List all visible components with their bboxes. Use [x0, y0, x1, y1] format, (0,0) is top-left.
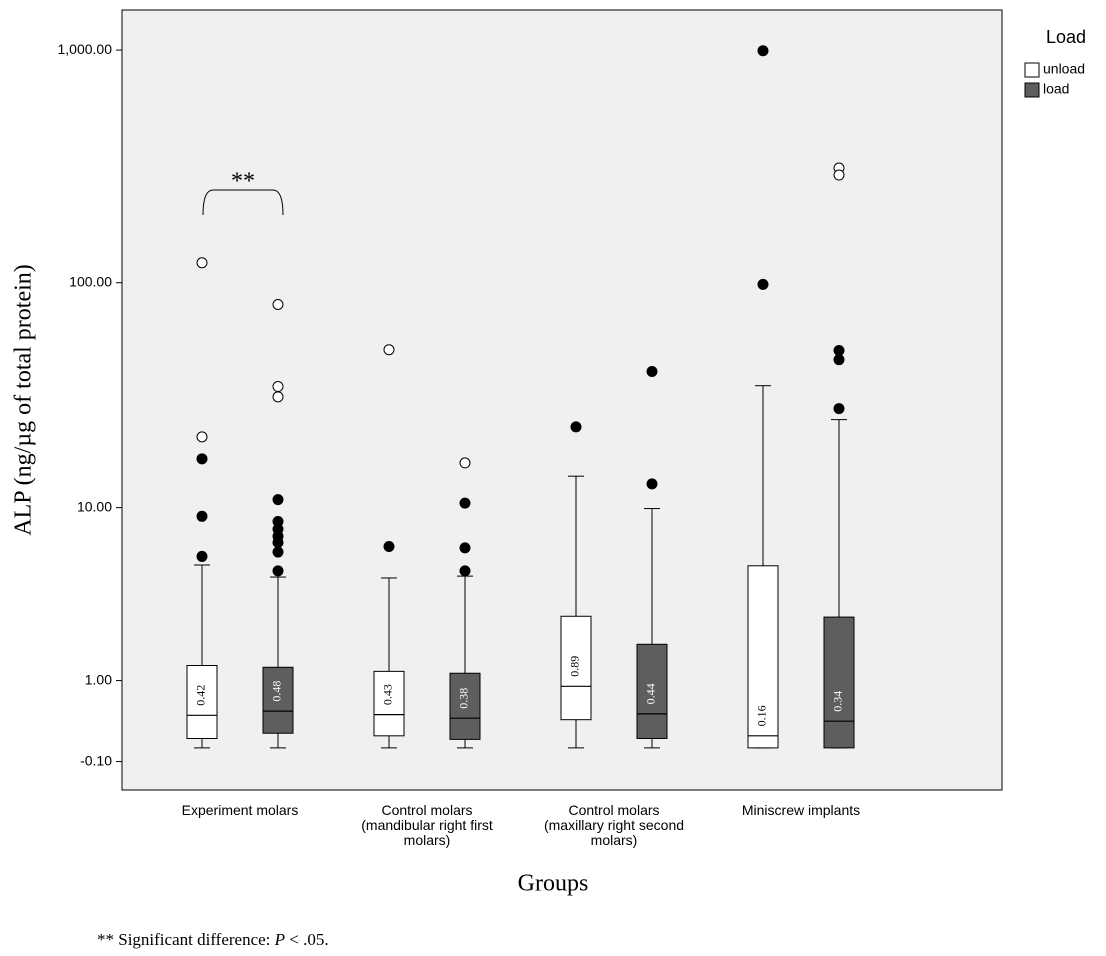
extreme [384, 541, 395, 552]
x-tick-label: Experiment molars [140, 803, 340, 818]
median-label: 0.16 [755, 705, 769, 726]
median-label: 0.42 [194, 685, 208, 706]
x-axis-label: Groups [518, 871, 589, 897]
extreme [273, 537, 284, 548]
footnote-italic: P [275, 930, 285, 949]
legend-swatch [1025, 83, 1039, 97]
legend-swatch [1025, 63, 1039, 77]
outlier [273, 392, 283, 402]
box [824, 617, 854, 748]
extreme [758, 45, 769, 56]
extreme [197, 453, 208, 464]
y-tick-label: 1,000.00 [58, 41, 113, 57]
outlier [273, 382, 283, 392]
extreme [460, 565, 471, 576]
extreme [460, 498, 471, 509]
x-tick-label: Control molars (mandibular right first m… [327, 803, 527, 848]
extreme [834, 403, 845, 414]
outlier [273, 299, 283, 309]
page: {"chart_data": { "type": "box", "yscale"… [0, 0, 1106, 956]
extreme [647, 366, 658, 377]
y-tick-label: -0.10 [80, 752, 112, 768]
significance-mark: ** [231, 169, 255, 195]
footnote-text: ** Significant difference: [97, 930, 275, 949]
legend-title: Load [1046, 27, 1086, 47]
median-label: 0.89 [568, 656, 582, 677]
extreme [273, 565, 284, 576]
footnote: ** Significant difference: P < .05. [97, 930, 329, 950]
legend-label: load [1043, 81, 1069, 97]
extreme [834, 354, 845, 365]
extreme [460, 542, 471, 553]
y-tick-label: 10.00 [77, 498, 112, 514]
outlier [384, 345, 394, 355]
outlier [834, 170, 844, 180]
median-label: 0.34 [831, 691, 845, 712]
x-tick-label: Control molars (maxillary right second m… [514, 803, 714, 848]
y-tick-label: 100.00 [69, 273, 112, 289]
extreme [273, 547, 284, 558]
outlier [460, 458, 470, 468]
outlier [197, 258, 207, 268]
extreme [758, 279, 769, 290]
extreme [273, 494, 284, 505]
median-label: 0.38 [457, 688, 471, 709]
footnote-text: < .05. [285, 930, 329, 949]
median-label: 0.43 [381, 684, 395, 705]
y-tick-label: 1.00 [85, 671, 112, 687]
extreme [647, 478, 658, 489]
extreme [571, 421, 582, 432]
x-tick-label: Miniscrew implants [701, 803, 901, 818]
extreme [197, 511, 208, 522]
y-axis-label: ALP (ng/µg of total protein) [11, 264, 37, 536]
median-label: 0.44 [644, 683, 658, 704]
extreme [197, 551, 208, 562]
outlier [197, 432, 207, 442]
legend-label: unload [1043, 61, 1085, 77]
median-label: 0.48 [270, 681, 284, 702]
